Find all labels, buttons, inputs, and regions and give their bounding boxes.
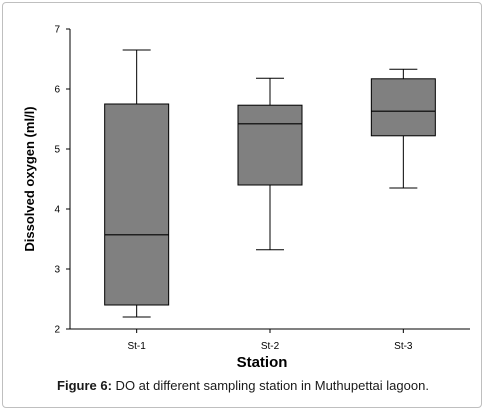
figure-caption: Figure 6: DO at different sampling stati… (0, 378, 486, 393)
box-st-1 (104, 103, 170, 306)
y-tick-label: 6 (54, 85, 60, 96)
x-tick-label: St-1 (127, 341, 146, 352)
figure-caption-text: DO at different sampling station in Muth… (111, 378, 429, 393)
y-axis-title: Dissolved oxygen (ml/l) (22, 106, 37, 251)
y-tick-label: 2 (54, 325, 60, 336)
figure-label: Figure 6: (57, 378, 112, 393)
y-tick-label: 7 (54, 25, 60, 36)
box-st-2 (237, 104, 303, 186)
y-tick-label: 4 (54, 205, 60, 216)
box-st-3 (370, 78, 436, 137)
x-axis-title: Station (237, 354, 288, 371)
box-plot-chart: 2 3 4 5 6 7 St-1 St-2 St-3 Station Dissolved oxyge… (22, 25, 470, 371)
x-tick-label: St-3 (394, 341, 413, 352)
y-tick-label: 3 (54, 265, 60, 276)
y-tick-label: 5 (54, 145, 60, 156)
x-tick-label: St-2 (261, 341, 280, 352)
